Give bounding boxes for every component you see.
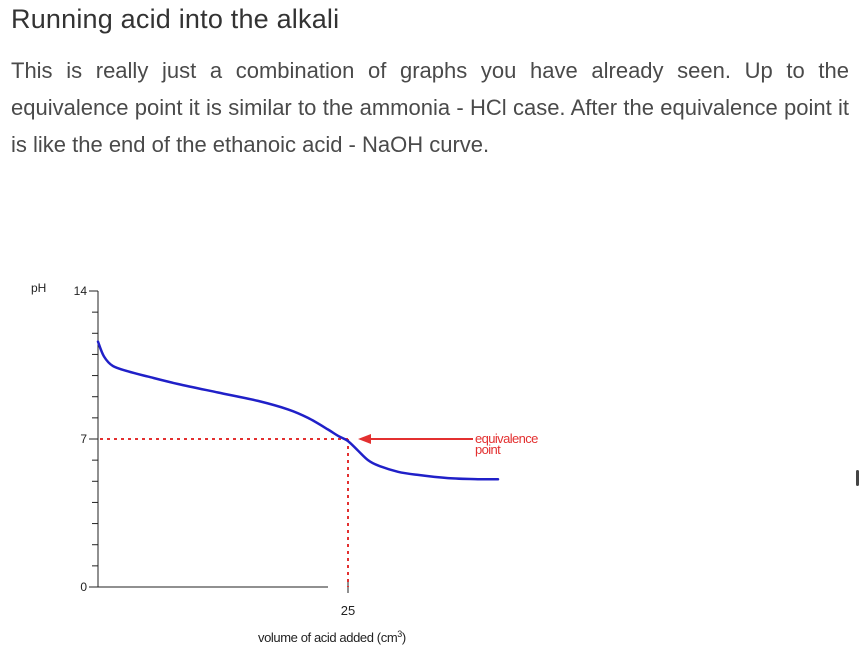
intro-paragraph: This is really just a combination of gra… xyxy=(11,58,849,157)
annotation-arrow-head xyxy=(358,434,371,444)
series-group xyxy=(96,340,500,481)
x-axis-label-superscript: 3 xyxy=(397,629,402,639)
x-axis: 25 xyxy=(98,581,355,618)
titration-chart: pH 14 7 0 25 equivalence point volume of a… xyxy=(31,281,539,645)
x-axis-label-main: volume of acid added (cm xyxy=(258,630,397,645)
reference-lines xyxy=(100,438,349,587)
annotation-group: equivalence point xyxy=(358,431,539,457)
annotation-line2: point xyxy=(475,442,501,457)
x-axis-label-close: ) xyxy=(402,630,406,645)
y-axis: 14 7 0 xyxy=(74,284,99,594)
y-axis-label: pH xyxy=(31,281,46,295)
x-axis-label: volume of acid added (cm3) xyxy=(258,629,406,645)
scroll-edge-marker xyxy=(856,470,859,486)
annotation-line1: equivalence xyxy=(475,431,538,446)
section-heading: Running acid into the alkali xyxy=(11,4,340,34)
y-tick-label: 0 xyxy=(80,580,87,594)
y-tick-label: 7 xyxy=(80,432,87,446)
y-tick-label: 14 xyxy=(74,284,88,298)
ph-curve-series-line xyxy=(96,340,500,481)
x-tick-label: 25 xyxy=(341,603,355,618)
